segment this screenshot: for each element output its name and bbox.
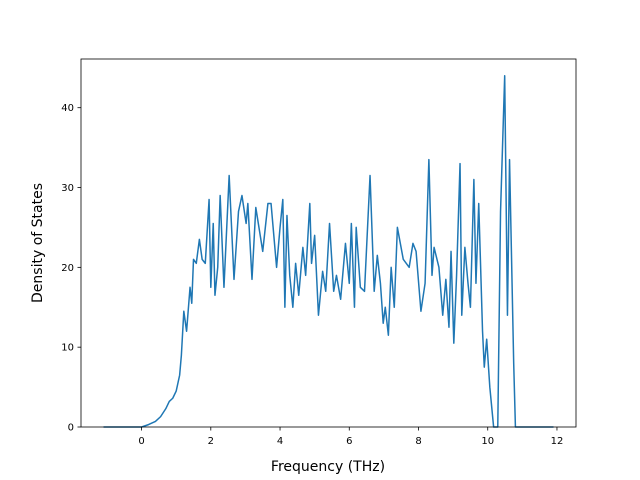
x-tick-label: 12	[551, 436, 564, 447]
axes-frame	[80, 58, 577, 428]
x-tick-label: 0	[138, 436, 144, 447]
x-tick-label: 8	[415, 436, 421, 447]
y-tick-label: 30	[61, 183, 74, 194]
x-tick-label: 2	[208, 436, 214, 447]
y-tick-label: 20	[61, 263, 74, 274]
x-tick-label: 10	[481, 436, 494, 447]
y-tick-label: 0	[68, 423, 74, 434]
x-axis-label: Frequency (THz)	[271, 459, 385, 475]
data-line	[103, 75, 554, 428]
x-tick-label: 4	[277, 436, 283, 447]
y-tick-label: 40	[61, 103, 74, 114]
y-tick-label: 10	[61, 343, 74, 354]
y-axis-label: Density of States	[30, 183, 46, 303]
x-tick-label: 6	[346, 436, 352, 447]
